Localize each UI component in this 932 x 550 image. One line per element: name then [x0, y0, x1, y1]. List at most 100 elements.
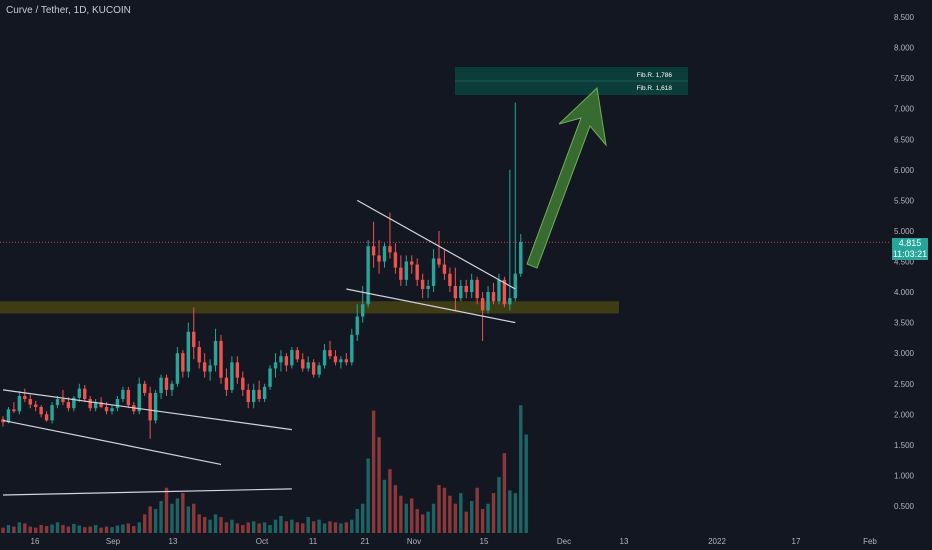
candle-body: [453, 285, 458, 299]
volume-bar: [344, 522, 349, 533]
candle: [333, 350, 338, 366]
candle: [508, 169, 512, 311]
volume-bar: [39, 525, 43, 533]
candle: [77, 383, 81, 403]
price-tick-label: 0.500: [894, 502, 915, 511]
candle-body: [371, 246, 376, 256]
candle: [399, 255, 403, 286]
candle-body: [290, 350, 294, 366]
candle-body: [39, 406, 43, 415]
volume-bar: [186, 506, 190, 533]
price-axis[interactable]: 0.500 1.000 1.500 2.000 2.500 3.000 3.500 4.000…: [894, 13, 915, 511]
volume-bar: [399, 495, 403, 533]
volume-bar: [61, 525, 65, 533]
volume-bar: [110, 527, 114, 533]
candle-body: [442, 264, 447, 274]
candle: [72, 395, 76, 412]
countdown-label: 11:03:21: [892, 249, 928, 260]
candle: [491, 282, 496, 305]
trendline[interactable]: [2, 419, 222, 466]
candle: [153, 389, 158, 424]
trendline[interactable]: [346, 288, 516, 324]
candle: [219, 334, 223, 384]
candle: [388, 212, 392, 259]
volume-bar: [164, 487, 169, 533]
candle: [44, 411, 49, 422]
volume-bar: [170, 503, 174, 533]
candle-body: [34, 404, 38, 407]
candle-body: [257, 389, 261, 400]
volume-bar: [197, 514, 201, 533]
time-axis[interactable]: 16 Sep 13 Oct 11 21 Nov 15 Dec 13 2022 17 Feb: [31, 537, 878, 546]
candle-body: [322, 350, 327, 366]
trendline[interactable]: [2, 389, 292, 431]
candle-body: [159, 377, 163, 393]
candle-body: [213, 340, 218, 366]
volume-bar: [137, 522, 141, 533]
candle: [241, 371, 245, 396]
volume-bar: [202, 517, 207, 533]
trendline[interactable]: [356, 199, 516, 290]
candle-body: [279, 356, 283, 363]
volume-bar: [6, 525, 11, 533]
price-tick-label: 5.500: [894, 196, 915, 205]
trendline[interactable]: [2, 488, 292, 496]
candle-body: [175, 353, 180, 384]
volume-bar: [410, 498, 414, 533]
volume-bar: [339, 523, 343, 533]
volume-bar: [371, 410, 376, 533]
price-tick-label: 6.500: [894, 135, 915, 144]
volume-bar: [23, 523, 27, 533]
target-arrow[interactable]: [526, 86, 607, 269]
volume-bar: [1, 527, 5, 533]
candle-body: [197, 347, 201, 363]
candle: [426, 279, 430, 299]
candle-body: [241, 377, 245, 390]
volume-bar: [448, 495, 452, 533]
price-tick-label: 2.000: [894, 410, 915, 419]
candle: [311, 359, 316, 378]
candle: [50, 402, 54, 424]
candle: [442, 249, 447, 280]
volume-bar: [192, 503, 196, 533]
candle-body: [192, 331, 196, 348]
candle-body: [491, 292, 496, 302]
drawings-layer[interactable]: [2, 199, 516, 496]
volume-bar: [268, 525, 272, 533]
candle-body: [202, 362, 207, 372]
candle-body: [311, 362, 316, 375]
candle: [290, 347, 294, 369]
candle: [404, 255, 408, 286]
volume-bar: [306, 517, 310, 533]
time-tick-label: 16: [31, 537, 40, 546]
candle: [322, 344, 327, 369]
candle-body: [339, 359, 343, 363]
candle: [170, 380, 174, 396]
candle-body: [448, 273, 452, 286]
support-zone[interactable]: [0, 301, 619, 314]
volume-bar: [382, 479, 387, 533]
candle: [181, 350, 185, 378]
volume-bar: [213, 514, 218, 533]
candle: [257, 380, 261, 403]
candle-body: [382, 246, 387, 262]
volume-bar: [437, 485, 441, 533]
price-tick-label: 4.500: [894, 258, 915, 267]
candle: [213, 328, 218, 372]
candle-body: [508, 298, 512, 305]
fib-label: Fib.R. 1,786: [637, 72, 673, 79]
volume-bar: [442, 487, 447, 533]
candle: [453, 267, 458, 311]
volume-bar: [181, 493, 185, 533]
candle: [475, 276, 479, 305]
volume-bar: [295, 522, 299, 533]
candle: [273, 353, 278, 378]
candles: [1, 102, 523, 439]
volume-bar: [317, 519, 321, 533]
candle-body: [93, 402, 98, 409]
volume-bar: [366, 458, 370, 533]
volume-bar: [279, 515, 283, 533]
target-zone[interactable]: Fib.R. 1,786 Fib.R. 1,618: [455, 67, 688, 95]
time-tick-label: 17: [792, 537, 801, 546]
